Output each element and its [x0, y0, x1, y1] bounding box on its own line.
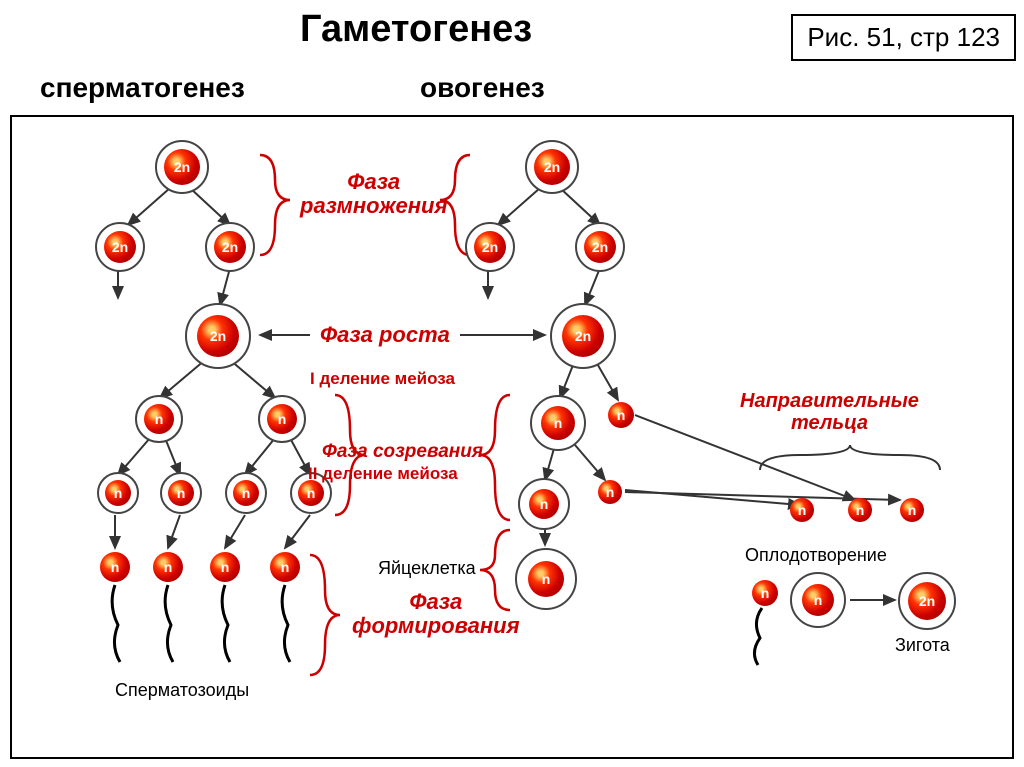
phase-growth: Фаза роста: [320, 323, 450, 347]
label-fertilization: Оплодотворение: [745, 545, 887, 566]
cell-nucleus: 2n: [562, 315, 604, 357]
sperm-2n-parent: 2n: [155, 140, 209, 194]
cell-nucleus: n: [528, 561, 564, 597]
cell-nucleus: n: [529, 489, 559, 519]
sperm-m2-2: n: [160, 472, 202, 514]
fert-egg: n: [790, 572, 846, 628]
sperm-m1-b: n: [258, 395, 306, 443]
col-left-title: сперматогенез: [40, 72, 245, 104]
cell-nucleus: n: [267, 404, 297, 434]
col-right-title: овогенез: [420, 72, 545, 104]
cell-nucleus: n: [298, 480, 324, 506]
polar-body-1: n: [790, 498, 814, 522]
spermatozoon-3: n: [210, 552, 240, 582]
cell-nucleus: n: [541, 406, 575, 440]
polar-body-3: n: [900, 498, 924, 522]
spermatozoon-1: n: [100, 552, 130, 582]
polar-body-2: n: [848, 498, 872, 522]
egg-cell: n: [515, 548, 577, 610]
cell-nucleus: 2n: [104, 231, 136, 263]
ovo-m1-n: n: [530, 395, 586, 451]
label-sperm: Сперматозоиды: [115, 680, 249, 701]
fert-sperm-head: n: [752, 580, 778, 606]
phase-meiosis1: I деление мейоза: [310, 370, 455, 389]
label-polar-bodies: Направительные тельца: [740, 390, 919, 434]
cell-nucleus: 2n: [164, 149, 200, 185]
cell-nucleus: n: [144, 404, 174, 434]
sperm-2n-d1: 2n: [95, 222, 145, 272]
zygote: 2n: [898, 572, 956, 630]
spermatozoon-2: n: [153, 552, 183, 582]
cell-nucleus: 2n: [474, 231, 506, 263]
cell-nucleus: n: [105, 480, 131, 506]
reference-box: Рис. 51, стр 123: [791, 14, 1016, 61]
ovo-m2-polar: n: [598, 480, 622, 504]
cell-nucleus: n: [168, 480, 194, 506]
main-title: Гаметогенез: [300, 8, 532, 51]
spermatozoon-4: n: [270, 552, 300, 582]
cell-nucleus: 2n: [584, 231, 616, 263]
sperm-growth: 2n: [185, 303, 251, 369]
cell-nucleus: 2n: [908, 582, 946, 620]
cell-nucleus: 2n: [197, 315, 239, 357]
label-zygote: Зигота: [895, 635, 950, 656]
phase-formation: Фаза формирования: [352, 590, 520, 638]
cell-nucleus: 2n: [534, 149, 570, 185]
cell-nucleus: 2n: [214, 231, 246, 263]
phase-reproduction: Фаза размножения: [300, 170, 447, 218]
sperm-m2-1: n: [97, 472, 139, 514]
phase-meiosis2: II деление мейоза: [308, 465, 458, 484]
ovo-m2-egg: n: [518, 478, 570, 530]
phase-maturation: Фаза созревания: [322, 442, 483, 463]
ovo-2n-d1: 2n: [465, 222, 515, 272]
ovo-2n-parent: 2n: [525, 140, 579, 194]
sperm-m2-3: n: [225, 472, 267, 514]
ovo-growth: 2n: [550, 303, 616, 369]
cell-nucleus: n: [802, 584, 834, 616]
ovo-m1-polar: n: [608, 402, 634, 428]
ovo-2n-d2: 2n: [575, 222, 625, 272]
cell-nucleus: n: [233, 480, 259, 506]
sperm-2n-d2: 2n: [205, 222, 255, 272]
sperm-m1-a: n: [135, 395, 183, 443]
label-egg: Яйцеклетка: [378, 558, 476, 579]
